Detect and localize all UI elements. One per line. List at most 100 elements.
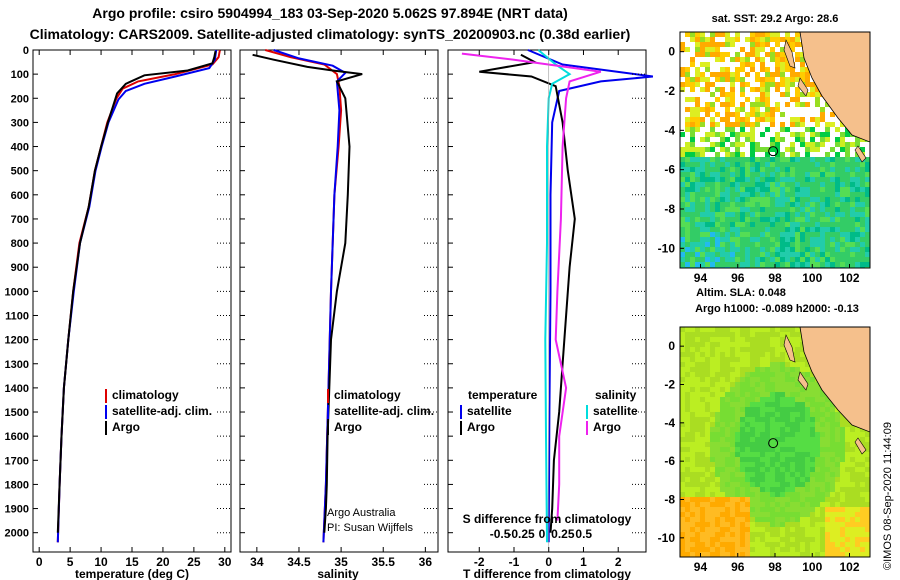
map-cell [825, 517, 830, 522]
map-cell [700, 87, 705, 92]
map-cell [700, 547, 705, 552]
map-cell [735, 207, 740, 212]
map-cell [855, 207, 860, 212]
map-cell [815, 167, 820, 172]
map-cell [755, 252, 760, 257]
map-cell [725, 552, 730, 557]
map-cell [745, 172, 750, 177]
map-cell [685, 372, 690, 377]
series-line-t-satellite [527, 49, 654, 543]
map-cell [750, 472, 755, 477]
map-cell [835, 547, 840, 552]
map-cell [700, 422, 705, 427]
map-cell [710, 337, 715, 342]
map-cell [800, 137, 805, 142]
map-cell [695, 337, 700, 342]
map-cell [730, 487, 735, 492]
map-cell [720, 52, 725, 57]
map-cell [785, 367, 790, 372]
map-cell [725, 417, 730, 422]
map-cell [750, 347, 755, 352]
map-cell [725, 392, 730, 397]
map-cell [795, 382, 800, 387]
map-cell [835, 422, 840, 427]
map-cell [690, 467, 695, 472]
map-cell [715, 247, 720, 252]
map-cell [800, 452, 805, 457]
map-cell [685, 367, 690, 372]
map-cell [705, 417, 710, 422]
map-cell [710, 122, 715, 127]
map-cell [680, 152, 685, 157]
map-cell [725, 117, 730, 122]
map-cell [790, 492, 795, 497]
map-cell [690, 357, 695, 362]
map-cell [730, 237, 735, 242]
map-cell [790, 187, 795, 192]
map-cell [865, 507, 870, 512]
map-cell [710, 507, 715, 512]
map-cell [700, 387, 705, 392]
map-cell [795, 522, 800, 527]
map-cell [780, 357, 785, 362]
map-cell [735, 382, 740, 387]
map-cell [795, 492, 800, 497]
map-cell [720, 32, 725, 37]
map-cell [835, 467, 840, 472]
map-cell [725, 492, 730, 497]
map-cell [730, 152, 735, 157]
map-cell [835, 227, 840, 232]
map-cell [830, 402, 835, 407]
map-cell [810, 507, 815, 512]
map-cell [845, 212, 850, 217]
map-cell [680, 42, 685, 47]
map-x-tick-label: 100 [802, 271, 822, 285]
map-cell [830, 462, 835, 467]
map-cell [695, 192, 700, 197]
map-cell [835, 507, 840, 512]
map-cell [855, 167, 860, 172]
map-cell [685, 142, 690, 147]
map-cell [780, 487, 785, 492]
map-cell [695, 412, 700, 417]
map-cell [745, 72, 750, 77]
map-cell [735, 67, 740, 72]
map-cell [700, 52, 705, 57]
map-cell [700, 152, 705, 157]
map-cell [800, 257, 805, 262]
map-cell [710, 417, 715, 422]
map-cell [740, 122, 745, 127]
map-cell [830, 112, 835, 117]
map-cell [815, 427, 820, 432]
map-cell [720, 102, 725, 107]
map-cell [850, 507, 855, 512]
map-cell [710, 52, 715, 57]
map-cell [850, 522, 855, 527]
map-cell [735, 117, 740, 122]
map-cell [810, 407, 815, 412]
page-title: Argo profile: csiro 5904994_183 03-Sep-2… [92, 5, 568, 21]
map-cell [830, 202, 835, 207]
map-cell [695, 32, 700, 37]
map-cell [720, 402, 725, 407]
map-cell [835, 472, 840, 477]
map-cell [695, 252, 700, 257]
map-cell [790, 117, 795, 122]
map-cell [730, 242, 735, 247]
map-cell [855, 197, 860, 202]
map-cell [785, 332, 790, 337]
map-cell [805, 197, 810, 202]
map-cell [680, 187, 685, 192]
map-cell [760, 192, 765, 197]
map-cell [820, 232, 825, 237]
map-cell [740, 417, 745, 422]
map-cell [695, 182, 700, 187]
map-cell [715, 352, 720, 357]
map-cell [765, 532, 770, 537]
map-cell [770, 467, 775, 472]
map-cell [705, 477, 710, 482]
map-cell [790, 507, 795, 512]
map-cell [830, 452, 835, 457]
map-cell [710, 512, 715, 517]
map-cell [815, 512, 820, 517]
